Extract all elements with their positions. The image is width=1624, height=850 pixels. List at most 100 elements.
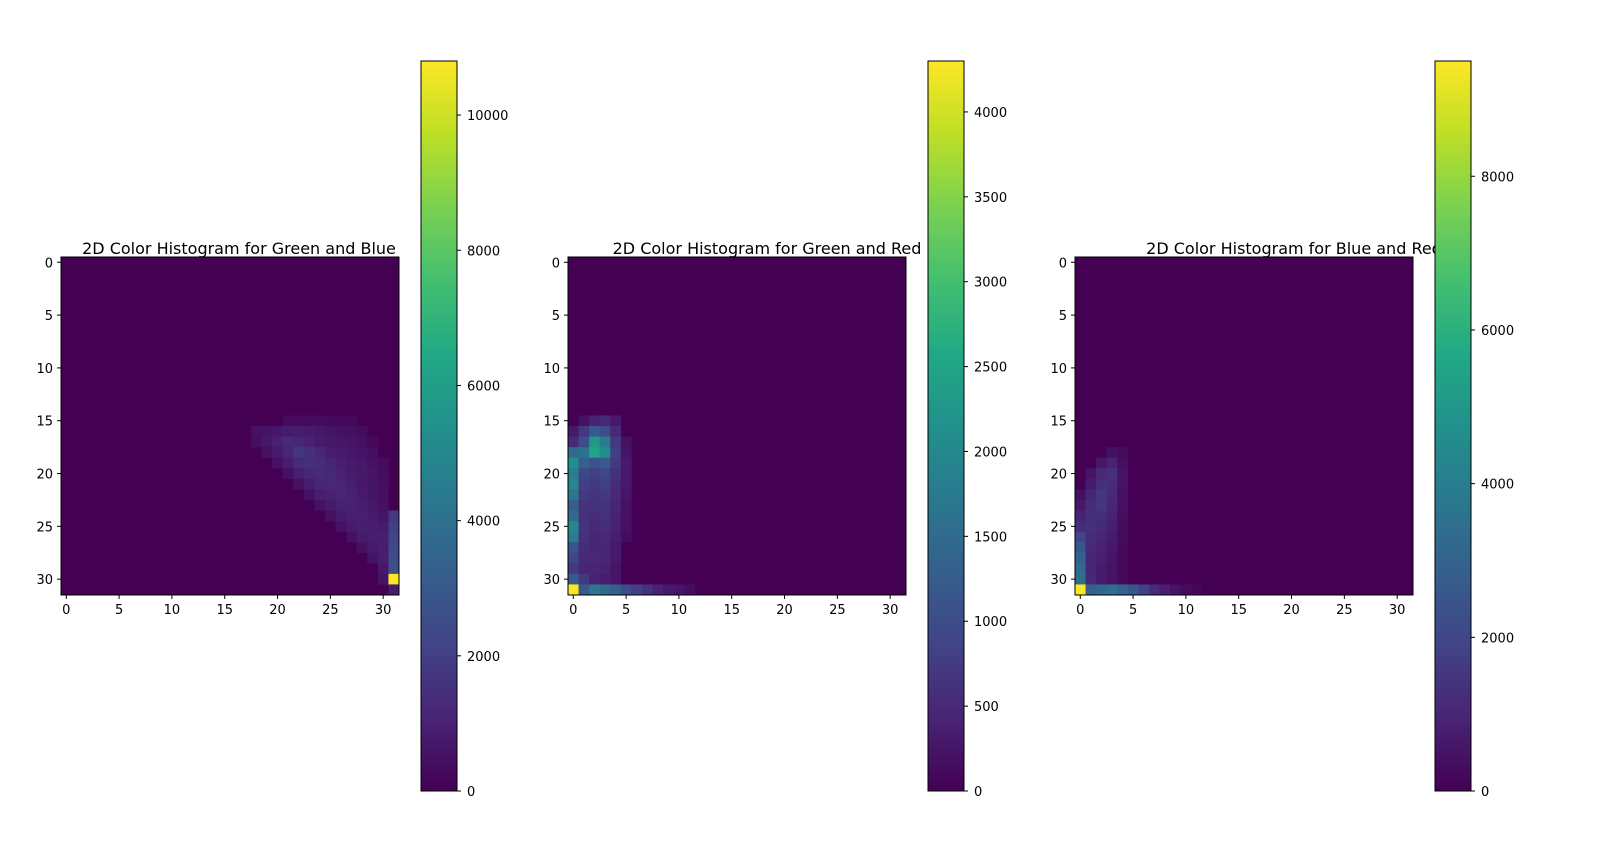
- heatmap-cell: [314, 426, 326, 437]
- heatmap-cell: [346, 436, 358, 448]
- heatmap-cell: [367, 542, 379, 554]
- heatmap-cell: [1117, 499, 1129, 511]
- heatmap-cell: [1085, 478, 1097, 490]
- heatmap-cell: [335, 426, 347, 437]
- heatmap-cell: [1096, 552, 1107, 564]
- heatmap-cell: [589, 563, 600, 575]
- heatmap-cell: [599, 415, 611, 427]
- colorbar-tick-label: 2000: [1481, 631, 1514, 646]
- heatmap-cell: [303, 426, 315, 437]
- heatmap-cell: [303, 468, 315, 480]
- heatmap-cell: [652, 584, 664, 596]
- y-tick-label: 30: [543, 573, 560, 588]
- heatmap-cell: [599, 436, 611, 448]
- heatmap-cell: [1096, 573, 1107, 585]
- heatmap-cell: [1096, 542, 1107, 554]
- heatmap-cell: [335, 489, 347, 501]
- heatmap-cell: [303, 415, 315, 427]
- heatmap-cell: [610, 478, 622, 490]
- heatmap-cell: [1106, 447, 1118, 458]
- heatmap-cell: [1075, 499, 1086, 511]
- heatmap-cell: [1085, 521, 1097, 532]
- heatmap-cell: [578, 436, 590, 448]
- heatmap-cell: [346, 531, 358, 543]
- heatmap-cell: [346, 426, 358, 437]
- heatmap-cell: [620, 489, 632, 501]
- heatmap-cell: [356, 447, 368, 458]
- heatmap-cell: [599, 426, 611, 437]
- colorbar-tick-label: 1500: [974, 530, 1007, 545]
- x-tick-label: 20: [269, 603, 286, 618]
- heatmap-cell: [1075, 531, 1086, 543]
- heatmap-cell: [620, 457, 632, 469]
- heatmap-cell: [346, 499, 358, 511]
- heatmap-cell: [610, 531, 622, 543]
- heatmap-cell: [1117, 573, 1129, 585]
- heatmap-cell: [1148, 584, 1160, 596]
- colorbar-tick-label: 0: [467, 785, 475, 800]
- heatmap-cell: [1096, 468, 1107, 480]
- heatmap-cell: [303, 457, 315, 469]
- heatmap-cell: [568, 499, 579, 511]
- heatmap-cell: [1106, 573, 1118, 585]
- heatmap-cell: [568, 436, 579, 448]
- heatmap-cell: [610, 552, 622, 564]
- x-tick-label: 15: [216, 603, 233, 618]
- colorbar-gradient: [927, 60, 965, 792]
- heatmap-cell: [589, 436, 600, 448]
- heatmap-cell: [568, 457, 579, 469]
- heatmap-cell: [1117, 457, 1129, 469]
- heatmap-cell: [282, 468, 294, 480]
- heatmap-cell: [293, 447, 305, 458]
- heatmap-cell: [610, 584, 622, 596]
- heatmap-cell: [589, 552, 600, 564]
- heatmap-cell: [620, 478, 632, 490]
- heatmap-cell: [293, 468, 305, 480]
- plot-frame: [60, 256, 400, 596]
- heatmap-cell: [1096, 489, 1107, 501]
- heatmap-cell: [1117, 447, 1129, 458]
- y-tick-label: 25: [543, 520, 560, 535]
- heatmap-cell: [1191, 584, 1203, 596]
- colorbar-tick-label: 4000: [1481, 478, 1514, 493]
- heatmap-cell: [377, 489, 389, 501]
- heatmap-cell: [1117, 478, 1129, 490]
- heatmap-cell: [356, 468, 368, 480]
- heatmap-cell: [367, 457, 379, 469]
- heatmap-cell: [589, 478, 600, 490]
- heatmap-cell: [261, 447, 273, 458]
- heatmap-cell: [377, 521, 389, 532]
- heatmap-cell: [599, 478, 611, 490]
- heatmap-cell: [335, 521, 347, 532]
- colorbar-gradient: [420, 60, 458, 792]
- heatmap-cell: [356, 521, 368, 532]
- y-tick-label: 5: [552, 309, 560, 324]
- heatmap-cell: [1085, 468, 1097, 480]
- colorbar-2: 0 2000 4000 6000 8000: [1434, 60, 1514, 800]
- heatmap-cell: [589, 468, 600, 480]
- y-tick-label: 15: [36, 415, 53, 430]
- heatmap-cell: [568, 563, 579, 575]
- heatmap-cell: [251, 426, 262, 437]
- heatmap-cell: [1180, 584, 1192, 596]
- x-tick-label: 5: [115, 603, 123, 618]
- y-tick-label: 10: [1050, 362, 1067, 377]
- heatmap-cell: [377, 531, 389, 543]
- heatmap-cell: [631, 584, 643, 596]
- heatmap-cell: [325, 447, 336, 458]
- plot-frame: [567, 256, 907, 596]
- heatmap-cell: [377, 573, 389, 585]
- heatmap-cell: [314, 457, 326, 469]
- colorbar-tick-label: 1000: [974, 615, 1007, 630]
- x-tick-label: 30: [1389, 603, 1406, 618]
- heatmap-cell: [325, 426, 336, 437]
- heatmap-cell: [1138, 584, 1150, 596]
- heatmap-cell: [377, 478, 389, 490]
- y-tick-label: 15: [543, 415, 560, 430]
- heatmap-cell: [1117, 552, 1129, 564]
- heatmap-cell: [346, 447, 358, 458]
- colorbar-tick-label: 4000: [974, 106, 1007, 121]
- heatmap-cell: [1117, 489, 1129, 501]
- heatmap-cell: [589, 457, 600, 469]
- y-tick-label: 30: [1050, 573, 1067, 588]
